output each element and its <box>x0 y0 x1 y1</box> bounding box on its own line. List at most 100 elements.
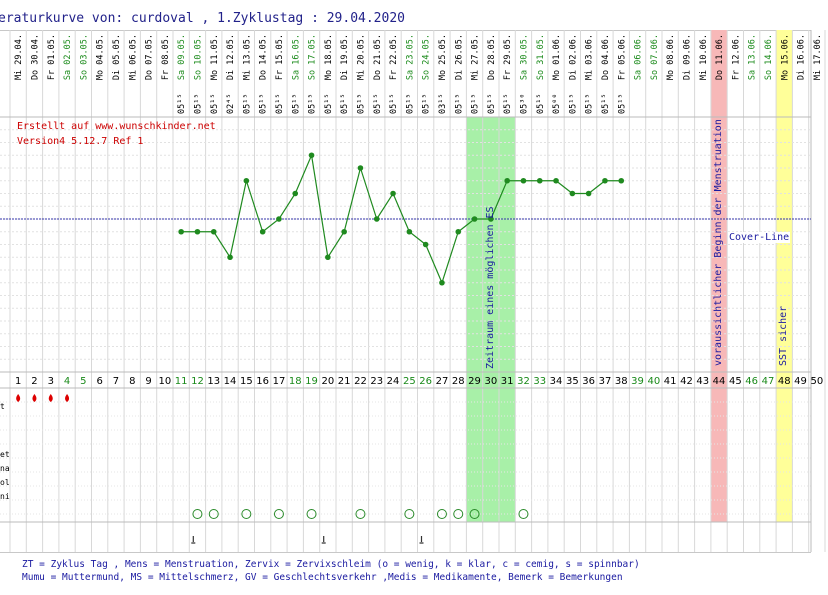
smiley-icon <box>241 509 252 519</box>
cycle-day-number: 8 <box>129 376 135 387</box>
cycle-day-number: 2 <box>31 376 37 387</box>
time-label: 03¹⁵ <box>438 94 448 114</box>
time-label: 02⁴⁵ <box>226 94 236 114</box>
time-label: 05¹⁵ <box>275 94 285 114</box>
date-label: So 03.05. <box>79 34 89 80</box>
cycle-day-number: 32 <box>517 376 530 387</box>
date-label: Fr 01.05. <box>47 34 57 80</box>
time-label: 05¹⁵ <box>568 94 578 114</box>
date-label: Mi 06.05. <box>128 34 138 80</box>
date-label: Sa 30.05. <box>519 34 529 80</box>
date-label: So 17.05. <box>308 34 318 80</box>
cycle-day-number: 33 <box>533 376 546 387</box>
time-label: 05¹⁵ <box>471 94 481 114</box>
date-label: Fr 29.05. <box>503 34 513 80</box>
date-label: Di 16.06. <box>797 34 807 80</box>
date-label: Sa 16.05. <box>291 34 301 80</box>
temperature-chart: Mi 29.04. 1 Do 30.04. 2 Fr 01.05. 3 Sa 02.05. 4… <box>0 30 826 552</box>
temperature-point <box>276 216 282 222</box>
time-label: 05¹⁵ <box>356 94 366 114</box>
row-label-mens: t <box>0 402 5 411</box>
legend-line-2: Mumu = Muttermund, MS = Mittelschmerz, G… <box>22 572 623 583</box>
temperature-point <box>178 228 184 235</box>
cycle-day-number: 14 <box>224 376 237 387</box>
time-label: 05¹⁵ <box>193 94 203 114</box>
temperature-point <box>292 190 299 197</box>
cycle-day-number: 36 <box>582 376 595 387</box>
sst-band <box>776 117 793 522</box>
temperature-point <box>488 216 494 222</box>
date-label: Mi 10.06. <box>699 34 709 80</box>
cycle-day-number: 12 <box>191 376 204 387</box>
time-label: 05¹⁵ <box>389 94 399 114</box>
cycle-day-number: 13 <box>207 376 220 387</box>
time-label: 05¹⁵ <box>340 94 350 114</box>
legend-line-1: ZT = Zyklus Tag , Mens = Menstruation, Z… <box>22 559 640 570</box>
date-label: Mo 18.05. <box>324 34 334 80</box>
cycle-day-number: 16 <box>256 376 269 387</box>
temperature-point <box>569 190 576 197</box>
version-note: Version4 5.12.7 Ref 1 <box>17 136 144 147</box>
mens-drop-icon <box>32 394 37 402</box>
temperature-point <box>390 190 396 197</box>
time-label: 05¹⁵ <box>259 94 269 114</box>
time-label: 05¹⁵ <box>291 94 301 114</box>
cycle-day-number: 38 <box>615 376 628 387</box>
date-label: Mo 04.05. <box>96 34 106 80</box>
time-label: 05¹⁵ <box>308 94 318 114</box>
date-label: Di 12.05. <box>226 34 236 80</box>
smiley-icon <box>404 509 415 519</box>
cycle-day-number: 30 <box>484 376 497 387</box>
cycle-day-number: 48 <box>778 376 791 387</box>
cycle-day-number: 35 <box>566 376 579 387</box>
temperature-point <box>325 254 331 261</box>
cycle-day-number: 34 <box>550 376 563 387</box>
cycle-day-number: 47 <box>762 376 775 387</box>
cycle-day-number: 28 <box>452 376 465 387</box>
date-label: Do 07.05. <box>145 34 155 80</box>
cycle-day-number: 10 <box>158 376 171 387</box>
time-label: 05¹⁵ <box>210 94 220 114</box>
date-label: So 10.05. <box>193 34 203 80</box>
date-label: Sa 02.05. <box>63 34 73 80</box>
date-label: Do 30.04. <box>30 34 40 80</box>
cycle-day-number: 44 <box>713 376 726 387</box>
fertile-band <box>466 117 516 522</box>
date-label: Mi 13.05. <box>242 34 252 80</box>
chart-title: eraturkurve von: curdoval , 1.Zyklustag … <box>0 8 811 31</box>
cycle-day-number: 15 <box>240 376 253 387</box>
date-label: Do 14.05. <box>259 34 269 80</box>
time-label: 05⁰⁰ <box>552 94 562 114</box>
cycle-day-number: 23 <box>370 376 383 387</box>
date-label: Fr 08.05. <box>161 34 171 80</box>
cycle-day-number: 49 <box>794 376 807 387</box>
temperature-point <box>194 228 201 235</box>
smiley-icon <box>306 509 317 519</box>
date-label: Mi 03.06. <box>585 34 595 80</box>
temperature-point <box>406 228 413 235</box>
legend: ZT = Zyklus Tag , Mens = Menstruation, Z… <box>0 552 811 592</box>
temperature-point <box>308 152 315 159</box>
temperature-point <box>471 216 478 222</box>
cycle-day-number: 46 <box>745 376 758 387</box>
cycle-day-number: 40 <box>647 376 660 387</box>
date-label: Fr 15.05. <box>275 34 285 80</box>
cycle-day-number: 41 <box>664 376 677 387</box>
cycle-day-number: 20 <box>321 376 334 387</box>
temperature-point <box>455 228 462 235</box>
time-label: 05¹⁵ <box>405 94 415 114</box>
cycle-day-number: 29 <box>468 376 481 387</box>
cycle-day-number: 3 <box>48 376 54 387</box>
smiley-icon <box>469 509 480 519</box>
sst-header <box>776 30 793 117</box>
date-label: Sa 13.06. <box>748 34 758 80</box>
cycle-day-number: 4 <box>64 376 70 387</box>
created-note: Erstellt auf www.wunschkinder.net <box>17 121 216 132</box>
cycle-day-number: 31 <box>501 376 514 387</box>
date-label: Mo 11.05. <box>210 34 220 80</box>
date-label: Mi 17.06. <box>813 34 823 80</box>
date-label: Mo 01.06. <box>552 34 562 80</box>
temperature-line <box>181 153 622 285</box>
cycle-day-number: 45 <box>729 376 742 387</box>
date-label: Di 02.06. <box>568 34 578 80</box>
